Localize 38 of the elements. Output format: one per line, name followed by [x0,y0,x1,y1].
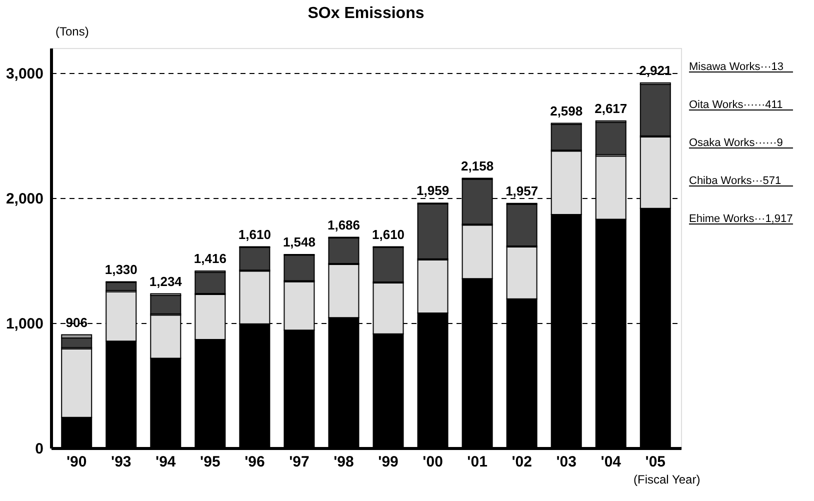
x-tick-label: '99 [378,454,398,470]
total-label: 1,686 [327,217,360,232]
text: Oita Works······411 [689,99,783,111]
x-tick-label: '02 [512,454,532,470]
x-tick-label: '95 [200,454,220,470]
x-tick-label: '00 [422,454,443,470]
x-tick-label: '03 [556,454,576,470]
text: Misawa Works···13 [689,61,784,73]
x-tick-label: '96 [244,454,265,470]
text: Osaka Works······9 [689,137,783,149]
x-tick-label: '90 [66,454,87,470]
total-label: 1,610 [238,226,271,242]
total-label: 2,598 [550,103,583,118]
total-label: 1,330 [104,262,138,277]
total-label: 1,548 [282,234,316,250]
y-tick-label: 2,000 [6,190,44,208]
x-tick-label: '97 [289,454,310,470]
x-axis-title: (Fiscal Year) [634,472,700,486]
y-tick-label: 3,000 [6,66,44,82]
x-tick-label: '01 [467,454,488,470]
text: Ehime Works···1,917 [689,213,793,225]
x-tick-label: '04 [600,454,622,470]
total-label: 2,617 [594,100,628,116]
total-label: 1,416 [194,251,226,266]
x-tick-label: '98 [334,454,354,470]
y-tick-label: 1,000 [6,316,44,332]
text: Chiba Works···571 [689,175,782,187]
total-label: 1,234 [149,274,183,289]
total-label: 2,158 [461,158,494,174]
total-label: 1,957 [506,183,538,198]
x-tick-label: '05 [645,454,666,470]
y-tick-label: 0 [35,440,44,458]
x-tick-label: '94 [156,454,176,470]
total-label: 1,610 [372,226,405,242]
total-label: 1,959 [416,183,450,198]
x-tick-label: '93 [110,454,132,470]
chart-title: SOx Emissions [308,5,424,22]
y-axis-title: (Tons) [56,24,89,38]
